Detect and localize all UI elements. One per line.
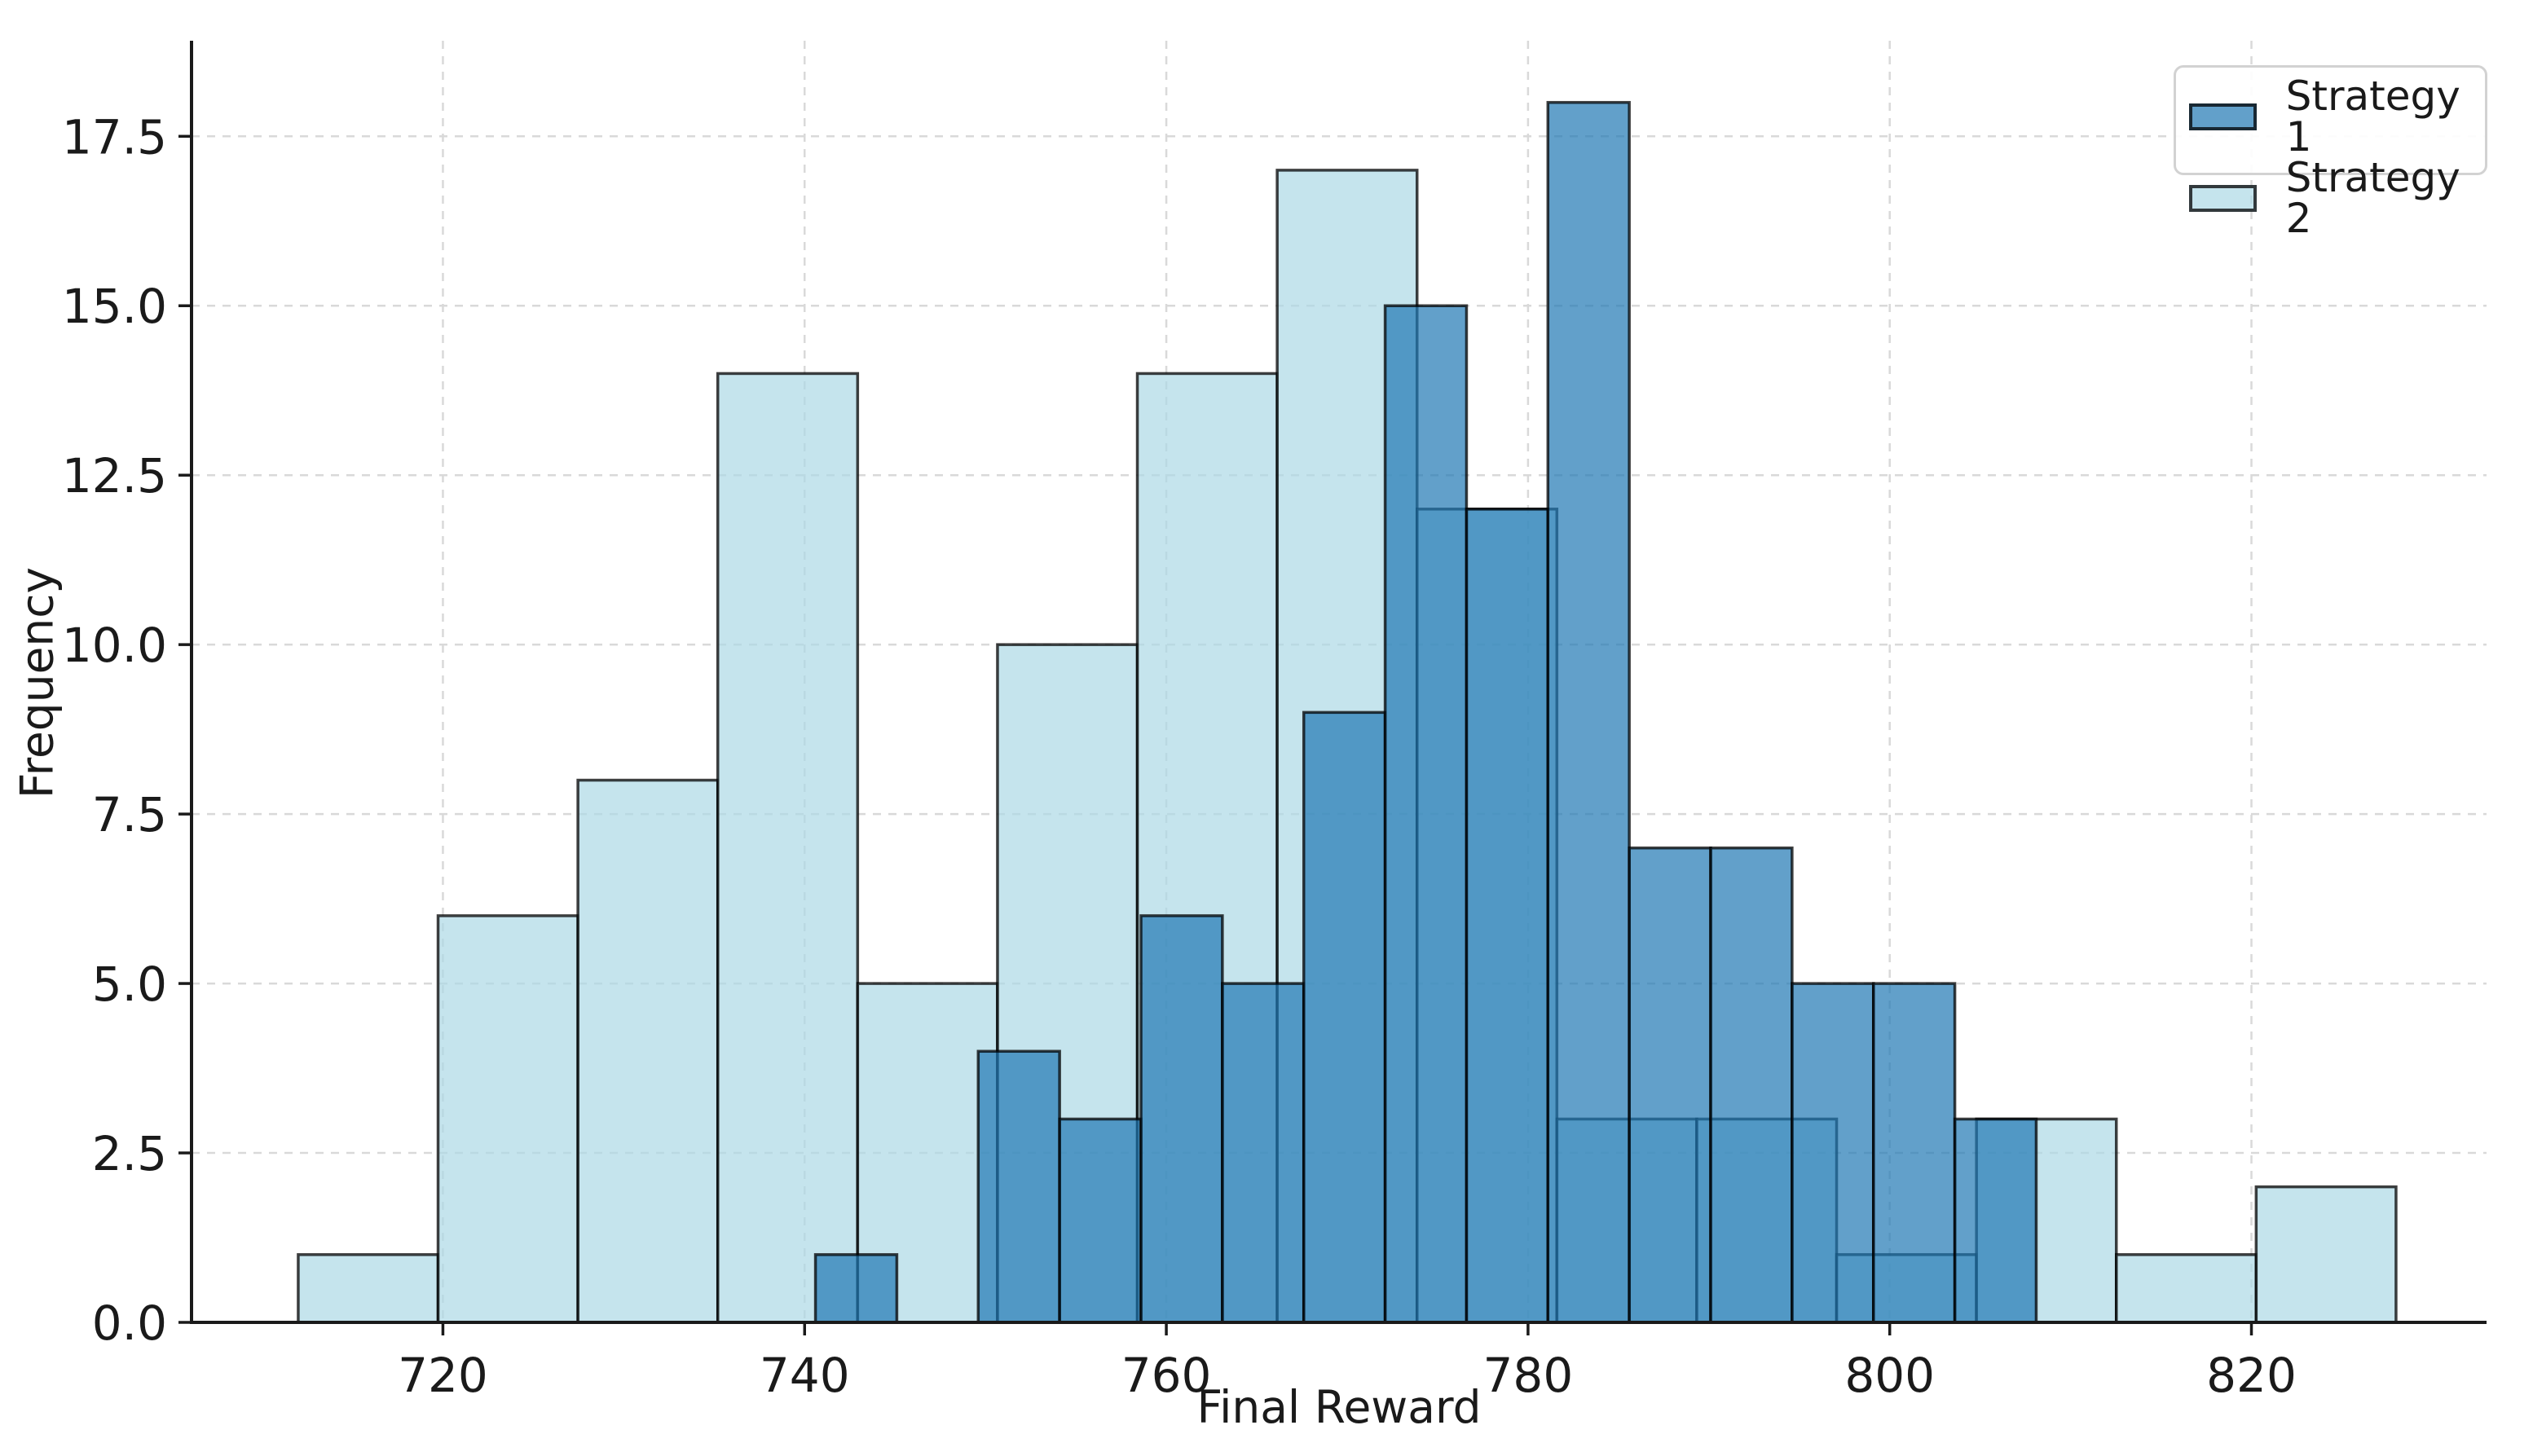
y-axis-label: Frequency <box>11 566 64 799</box>
histogram-bar-strategy-1 <box>813 1253 899 1324</box>
y-tick-label: 7.5 <box>92 787 167 842</box>
legend-swatch-strategy-2-icon <box>2189 184 2257 212</box>
histogram-bar-strategy-1 <box>976 1049 1061 1324</box>
x-axis-label: Final Reward <box>1196 1381 1482 1433</box>
legend-entry-strategy-2: Strategy 2 <box>2189 157 2485 239</box>
y-tick-label: 10.0 <box>62 618 167 673</box>
histogram-bar-strategy-1 <box>1139 914 1224 1324</box>
histogram-bar-strategy-1 <box>1465 508 1550 1324</box>
legend-entry-strategy-1: Strategy 1 <box>2189 76 2485 157</box>
histogram-bar-strategy-1 <box>1628 846 1712 1324</box>
x-tick-label: 800 <box>1844 1348 1935 1403</box>
histogram-bar-strategy-2 <box>2254 1185 2398 1324</box>
histogram-bar-strategy-1 <box>1221 982 1306 1324</box>
histogram-bar-strategy-2 <box>436 914 579 1324</box>
histogram-bar-strategy-2 <box>576 778 720 1324</box>
legend-swatch-strategy-1-icon <box>2189 103 2257 130</box>
histogram-bar-strategy-1 <box>1791 982 1875 1324</box>
histogram-bar-strategy-1 <box>1302 710 1387 1324</box>
histogram-bar-strategy-1 <box>1871 982 1957 1324</box>
x-tick-label: 740 <box>760 1348 850 1403</box>
histogram-bar-strategy-1 <box>1953 1117 2038 1324</box>
x-tick-label: 720 <box>398 1348 488 1403</box>
x-tick-label: 820 <box>2206 1348 2297 1403</box>
histogram-bar-strategy-1 <box>1709 846 1794 1324</box>
histogram-bar-strategy-1 <box>1546 100 1631 1324</box>
y-tick-label: 2.5 <box>92 1126 167 1181</box>
legend: Strategy 1 Strategy 2 <box>2174 65 2487 239</box>
y-tick-label: 17.5 <box>62 109 167 165</box>
y-tick-label: 12.5 <box>62 448 167 504</box>
histogram-bar-strategy-2 <box>297 1253 440 1324</box>
x-tick-label: 780 <box>1483 1348 1574 1403</box>
y-tick-label: 0.0 <box>92 1295 167 1351</box>
legend-label-strategy-2: Strategy 2 <box>2285 154 2460 242</box>
histogram-bar-strategy-2 <box>716 372 860 1324</box>
histogram-bar-strategy-1 <box>1058 1117 1143 1324</box>
legend-label-strategy-1: Strategy 1 <box>2285 73 2460 161</box>
y-tick-label: 15.0 <box>62 279 167 334</box>
x-tick-label: 760 <box>1121 1348 1212 1403</box>
histogram-bar-strategy-1 <box>1383 304 1469 1324</box>
histogram-bar-strategy-2 <box>2114 1253 2258 1324</box>
y-tick-label: 5.0 <box>92 957 167 1012</box>
